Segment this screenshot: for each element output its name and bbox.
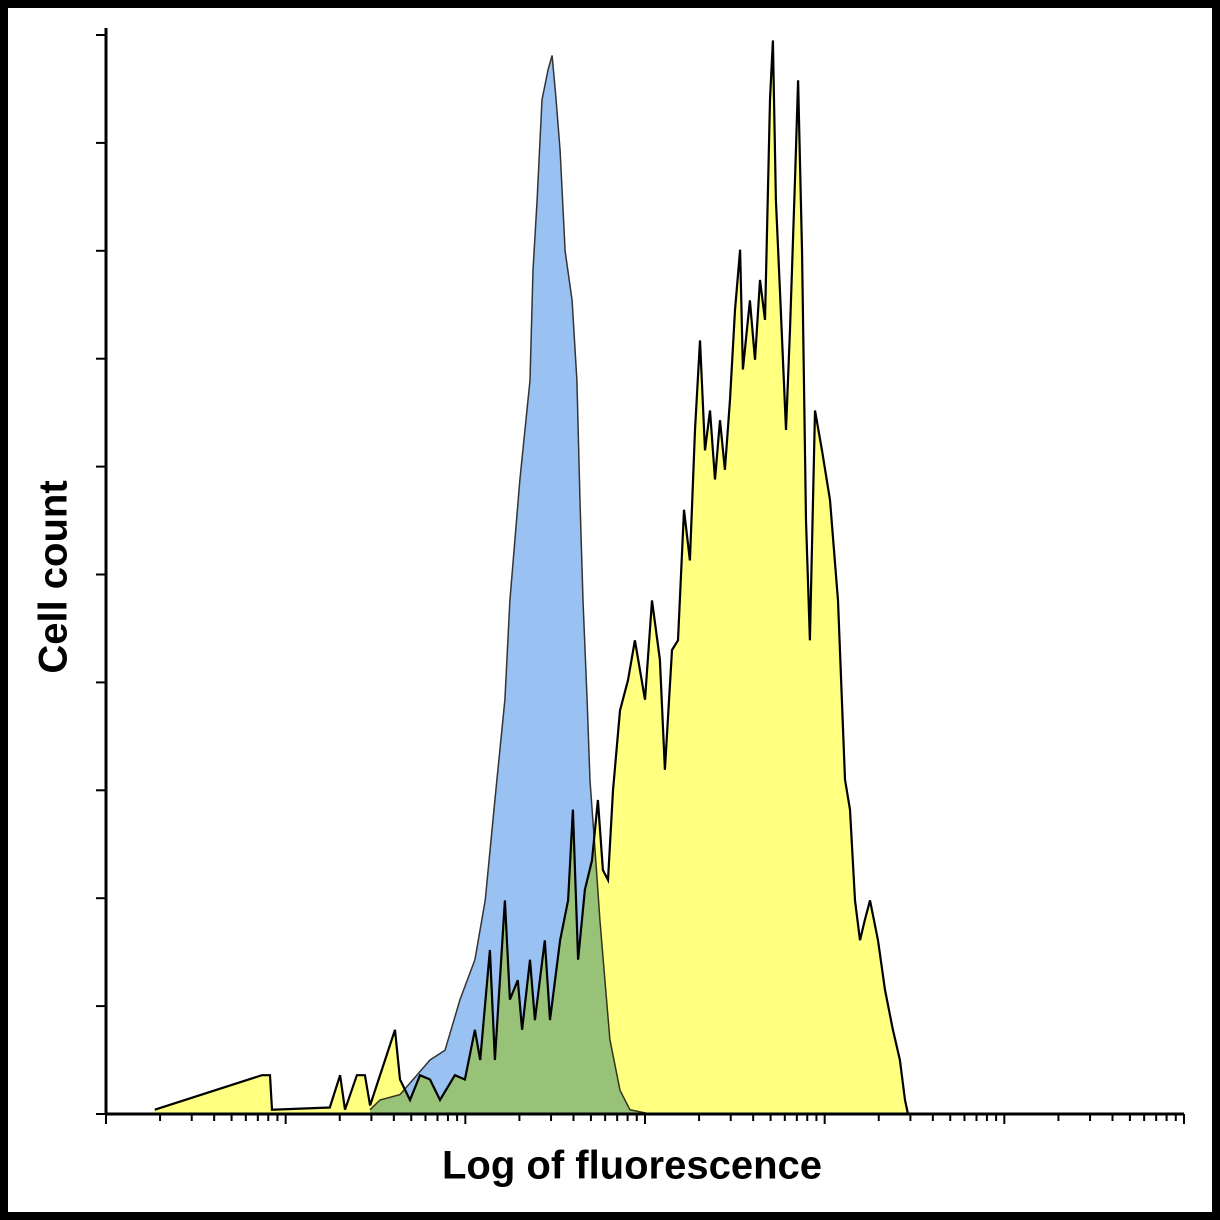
y-axis-label: Cell count — [32, 480, 76, 673]
series-line — [154, 40, 910, 1115]
area-fill — [370, 55, 650, 1114]
axes — [96, 28, 1185, 1124]
x-axis-label: Log of fluorescence — [442, 1144, 822, 1188]
area-fill — [154, 40, 909, 1114]
areas — [154, 40, 910, 1115]
